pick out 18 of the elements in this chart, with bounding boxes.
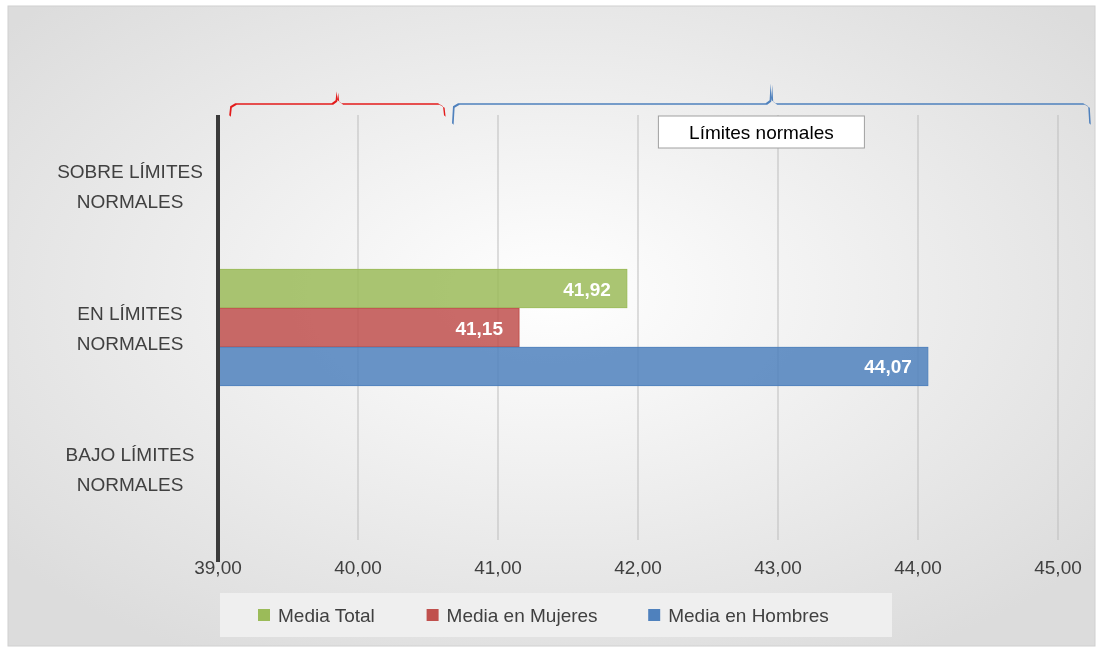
legend-label: Media en Mujeres [446, 605, 598, 626]
x-tick-label: 43,00 [754, 557, 802, 578]
data-label: 44,07 [864, 356, 912, 378]
label-box: Límites normales [657, 115, 865, 149]
y-tick-label: SOBRE LÍMITES NORMALES [57, 160, 203, 212]
y-tick-label: BAJO LÍMITES NORMALES [65, 444, 195, 496]
legend-label: Media en Hombres [668, 605, 829, 626]
x-tick-label: 40,00 [334, 557, 382, 578]
x-tick-label: 39,00 [194, 557, 242, 578]
x-tick-label: 42,00 [614, 557, 662, 578]
x-tick-label: 41,00 [474, 557, 522, 578]
data-label: 41,15 [455, 317, 504, 339]
x-tick-label: 44,00 [894, 557, 942, 578]
data-label: 41,92 [563, 278, 611, 300]
y-tick-label: EN LÍMITES NORMALES [76, 302, 184, 354]
x-tick-label: 45,00 [1034, 557, 1082, 578]
legend-label: Media Total [278, 605, 375, 626]
annotation: Límites normales [689, 122, 834, 143]
